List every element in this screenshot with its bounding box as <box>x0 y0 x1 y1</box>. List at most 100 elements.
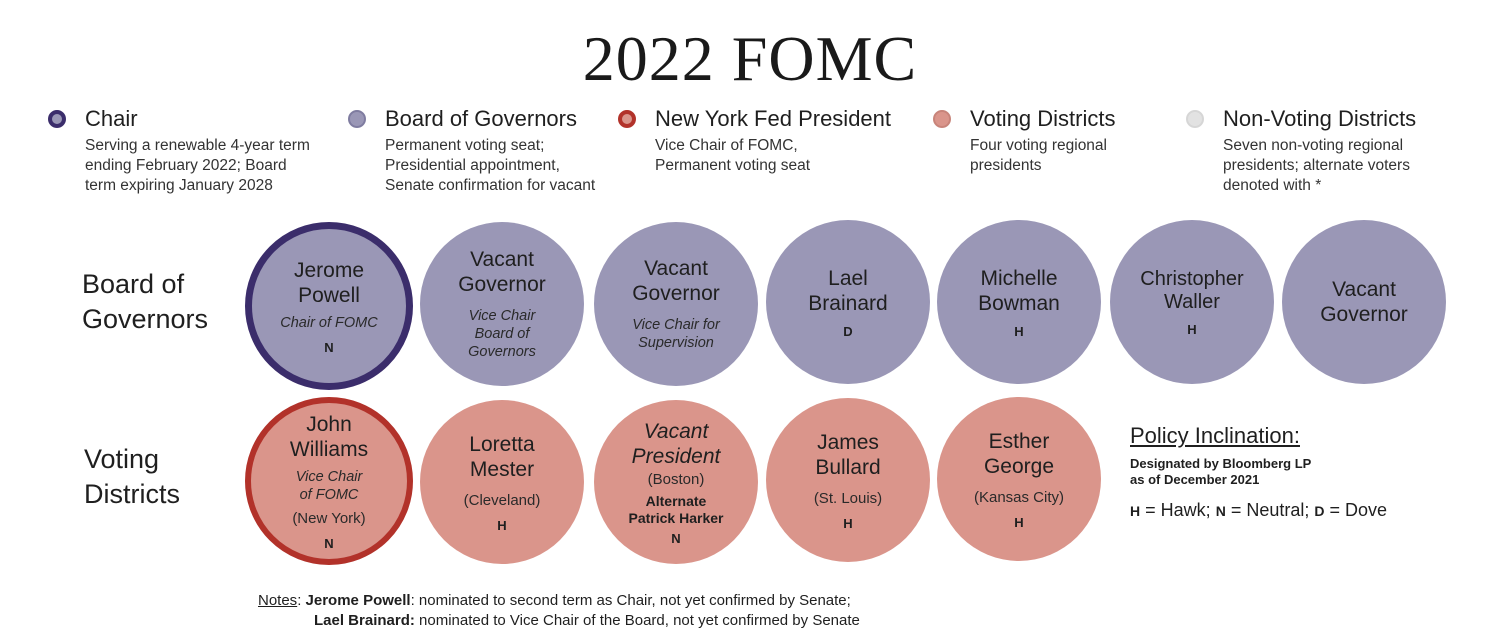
row-label-line: Governors <box>82 304 209 334</box>
legend-desc-line: Seven non-voting regional <box>1223 137 1404 154</box>
key-label: = Dove <box>1329 500 1388 520</box>
key-label: = Hawk; <box>1145 500 1211 520</box>
policy-title: Policy Inclination: <box>1130 423 1300 448</box>
legend-desc: Vice Chair of FOMC, Permanent voting sea… <box>655 136 915 176</box>
name-line: Vacant <box>643 419 709 443</box>
member-name: Christopher Waller <box>1140 268 1243 314</box>
legend-name: Chair <box>85 106 138 131</box>
name-line: Bullard <box>815 455 881 479</box>
governor-circle-vacant: Vacant Governor <box>1282 220 1446 384</box>
note-name: Jerome Powell <box>305 592 411 609</box>
role-line: Board of <box>474 326 530 342</box>
role-line: Governors <box>468 344 536 360</box>
policy-key: H = Hawk; N = Neutral; D = Dove <box>1130 500 1387 521</box>
member-name: John Williams <box>290 412 368 462</box>
chair-swatch-icon <box>48 110 66 128</box>
district-circle-boston: Vacant President (Boston) Alternate Patr… <box>594 400 758 564</box>
member-name: Jerome Powell <box>294 258 364 308</box>
role-line: Vice Chair <box>468 308 536 324</box>
name-line: Jerome <box>293 258 365 282</box>
role-line: Chair of FOMC <box>280 314 378 331</box>
name-line: Governor <box>632 282 720 305</box>
legend-desc-line: Permanent voting seat; <box>385 137 545 154</box>
district-circle-mester: Loretta Mester (Cleveland) H <box>420 400 584 564</box>
name-line: Governor <box>458 273 546 296</box>
note-name: Lael Brainard: <box>314 612 415 629</box>
governor-circle-vacant-vice-chair: Vacant Governor Vice Chair Board of Gove… <box>420 222 584 386</box>
inclination-badge: H <box>843 515 853 531</box>
name-line: George <box>983 454 1055 478</box>
member-name: Loretta Mester <box>469 432 534 482</box>
ny-fed-swatch-icon <box>618 110 636 128</box>
member-name: Lael Brainard <box>808 266 887 316</box>
policy-source-line: as of December 2021 <box>1130 472 1260 487</box>
row-label-voting: Voting Districts <box>84 442 180 512</box>
legend-desc-line: ending February 2022; Board <box>85 157 287 174</box>
member-name: Vacant President <box>632 419 721 469</box>
note-text: nominated to Vice Chair of the Board, no… <box>414 612 860 629</box>
role-line: Vice Chair <box>295 468 363 485</box>
policy-source-line: Designated by Bloomberg LP <box>1130 456 1312 471</box>
district-location: (Kansas City) <box>973 488 1065 506</box>
name-line: Bowman <box>978 291 1060 315</box>
row-label-line: Board of <box>82 269 185 299</box>
role-line: Vice Chair for <box>632 317 720 333</box>
legend-desc-line: Serving a renewable 4-year term <box>85 137 310 154</box>
alternate-line: Patrick Harker <box>628 509 724 526</box>
inclination-badge: N <box>324 535 334 551</box>
name-line: James <box>817 430 879 454</box>
legend-desc-line: presidents <box>970 157 1042 174</box>
district-circle-george: Esther George (Kansas City) H <box>937 397 1101 561</box>
governor-circle-waller: Christopher Waller H <box>1110 220 1274 384</box>
row-label-board: Board of Governors <box>82 267 208 337</box>
key-code: H <box>1130 503 1141 519</box>
name-line: Lael <box>828 266 868 290</box>
district-location: (Cleveland) <box>463 491 541 509</box>
legend-name: Board of Governors <box>385 106 577 131</box>
row-label-line: Districts <box>84 479 180 509</box>
legend-name: New York Fed President <box>655 106 892 131</box>
note-text: : nominated to second term as Chair, not… <box>410 592 851 609</box>
name-line: John <box>306 412 352 436</box>
name-line: Governor <box>1320 303 1408 326</box>
member-role: Vice Chair for Supervision <box>632 316 720 352</box>
name-line: Loretta <box>469 432 535 456</box>
member-name: Vacant Governor <box>458 247 546 297</box>
inclination-badge: N <box>324 339 334 355</box>
legend-desc: Serving a renewable 4-year term ending F… <box>85 136 345 196</box>
name-line: Vacant <box>470 248 534 271</box>
row-label-line: Voting <box>84 444 160 474</box>
legend-desc: Seven non-voting regional presidents; al… <box>1223 136 1483 196</box>
member-role: Vice Chair Board of Governors <box>468 307 536 361</box>
legend-desc-line: Senate confirmation for vacant <box>385 177 596 194</box>
name-line: Powell <box>298 283 360 307</box>
role-line: Supervision <box>638 335 714 351</box>
legend-desc-line: term expiring January 2028 <box>85 177 273 194</box>
district-circle-williams: John Williams Vice Chair of FOMC (New Yo… <box>245 397 413 565</box>
alternate-line: Alternate <box>645 492 707 509</box>
name-line: Williams <box>289 437 369 461</box>
legend-desc-line: denoted with * <box>1223 177 1322 194</box>
inclination-badge: D <box>843 323 853 339</box>
inclination-badge: H <box>497 517 507 533</box>
governor-circle-bowman: Michelle Bowman H <box>937 220 1101 384</box>
inclination-badge: H <box>1014 323 1024 339</box>
governor-circle-brainard: Lael Brainard D <box>766 220 930 384</box>
alternate-voter: Alternate Patrick Harker <box>629 493 724 527</box>
name-line: Esther <box>988 429 1050 453</box>
legend-name: Voting Districts <box>970 106 1116 131</box>
legend-desc-line: Permanent voting seat <box>655 157 811 174</box>
governor-circle-vacant-supervision: Vacant Governor Vice Chair for Supervisi… <box>594 222 758 386</box>
name-line: Mester <box>469 457 535 481</box>
legend-desc-line: Vice Chair of FOMC, <box>655 137 798 154</box>
member-role: Chair of FOMC <box>280 314 378 332</box>
notes-line: Lael Brainard: nominated to Vice Chair o… <box>258 611 860 631</box>
name-line: Christopher <box>1140 267 1244 290</box>
role-line: of FOMC <box>299 486 359 503</box>
member-name: Vacant Governor <box>632 256 720 306</box>
name-line: Brainard <box>808 291 888 315</box>
legend-name: Non-Voting Districts <box>1223 106 1417 131</box>
page-title: 2022 FOMC <box>582 23 918 94</box>
member-name: James Bullard <box>815 430 880 480</box>
inclination-badge: N <box>671 530 681 546</box>
